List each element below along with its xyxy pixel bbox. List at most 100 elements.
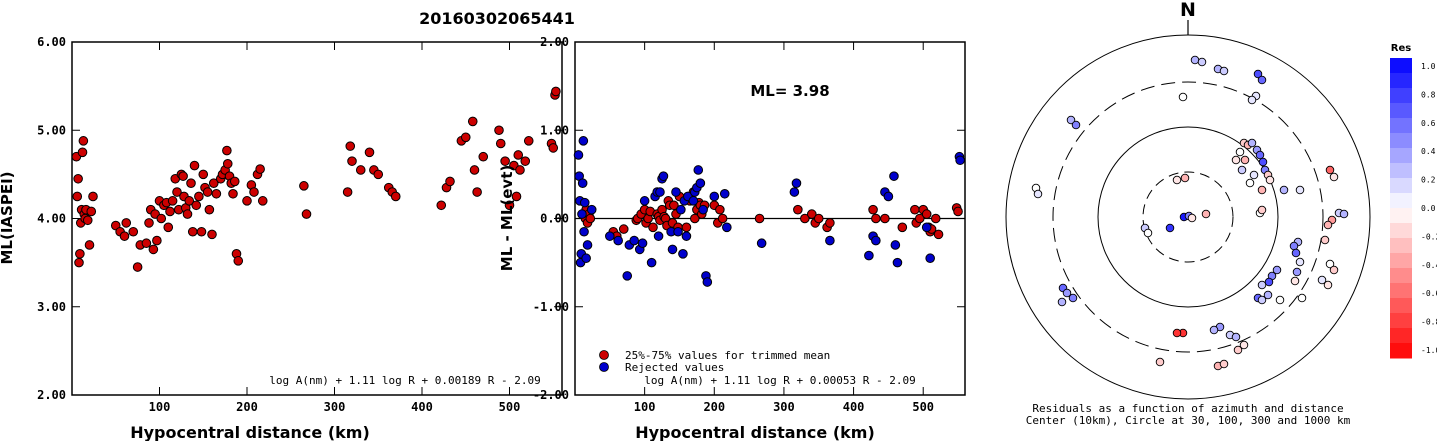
rejected-point: [582, 240, 593, 250]
station-marker: [1033, 189, 1043, 199]
station-marker: [1317, 275, 1327, 285]
ml-y-axis-label: ML(IASPEI): [0, 171, 16, 264]
ml-data-point: [78, 136, 89, 146]
ml-xtick-label: 300: [324, 400, 346, 414]
colorbar-swatch: [1390, 223, 1412, 239]
station-marker: [1219, 66, 1229, 76]
colorbar-label: 0.4: [1421, 147, 1436, 156]
trimmed-point: [806, 209, 817, 219]
rejected-point: [639, 196, 650, 206]
rejected-point: [655, 187, 665, 197]
station-marker: [1323, 220, 1333, 230]
ml-data-point: [86, 206, 97, 217]
ml-xtick-label: 200: [236, 400, 258, 414]
residual-scatter-panel: ML - ML(evt) Hypocentral distance (km) M…: [498, 35, 966, 441]
station-marker: [1071, 120, 1081, 130]
station-marker: [1291, 248, 1301, 258]
station-marker: [1233, 345, 1243, 355]
rejected-point: [577, 209, 587, 219]
ml-data-point: [184, 196, 195, 206]
station-marker: [1068, 293, 1078, 303]
station-marker: [1258, 157, 1268, 167]
ml-data-point: [373, 169, 384, 180]
rejected-point: [579, 226, 589, 237]
station-marker: [1187, 213, 1197, 223]
ml-data-point: [84, 240, 95, 250]
ml-data-point: [182, 209, 193, 219]
ml-data-point: [72, 191, 83, 202]
station-marker: [1257, 295, 1267, 305]
ml-xtick-label: 500: [499, 400, 521, 414]
ml-data-point: [511, 191, 522, 202]
rejected-point: [791, 178, 802, 188]
ml-annotation: ML= 3.98: [750, 82, 829, 100]
rejected-point: [892, 257, 903, 268]
station-marker: [1257, 280, 1267, 290]
ml-data-point: [163, 222, 174, 233]
ml-data-point: [233, 256, 244, 266]
ring-1000km: [1005, 34, 1371, 400]
ml-data-point: [156, 213, 167, 224]
ml-data-point: [194, 191, 204, 202]
ml-data-point: [121, 218, 132, 228]
north-label: N: [1180, 0, 1196, 21]
ml-data-point: [255, 164, 265, 174]
ml-data-point: [202, 187, 213, 197]
colorbar-swatch: [1390, 163, 1412, 179]
ml-data-point: [445, 176, 455, 187]
rejected-point: [622, 271, 633, 281]
ml-data-point: [342, 187, 353, 197]
residual-xtick-label: 500: [912, 400, 934, 414]
ml-data-point: [128, 226, 139, 237]
ml-data-point: [551, 86, 561, 97]
trimmed-point: [825, 218, 835, 228]
rejected-point: [579, 197, 590, 208]
colorbar-swatch: [1390, 103, 1412, 119]
legend-trimmed-marker: [599, 350, 609, 360]
rejected-point: [573, 150, 584, 160]
station-marker: [1257, 75, 1267, 85]
rejected-point: [719, 188, 730, 199]
ml-plot-frame: [71, 41, 563, 396]
station-marker: [1264, 277, 1274, 287]
ml-data-point: [249, 187, 259, 197]
figure-title: 20160302065441: [419, 9, 575, 28]
station-marker: [1219, 359, 1229, 369]
rejected-point: [637, 238, 648, 249]
station-marker: [1325, 165, 1335, 175]
station-marker: [1325, 259, 1335, 269]
rejected-point: [586, 204, 597, 215]
rejected-point: [871, 235, 881, 246]
ml-data-point: [242, 196, 252, 206]
trimmed-point: [618, 224, 629, 234]
ml-data-point: [186, 178, 196, 188]
rejected-point: [581, 253, 591, 264]
station-marker: [1231, 332, 1241, 342]
residual-ytick-label: 1.00: [540, 123, 569, 137]
ml-data-point: [172, 187, 182, 197]
ml-data-point: [152, 235, 162, 246]
residual-xtick-label: 100: [634, 400, 656, 414]
colorbar-label: -1.0: [1421, 346, 1437, 355]
colorbar-swatch: [1390, 133, 1412, 149]
rejected-point: [698, 204, 708, 215]
ml-data-point: [144, 218, 154, 228]
rejected-point: [667, 244, 678, 255]
station-marker: [1237, 165, 1247, 175]
station-marker: [1295, 257, 1305, 267]
rejected-point: [702, 277, 713, 287]
rejected-point: [613, 235, 623, 246]
ml-ytick-label: 6.00: [37, 35, 66, 49]
station-marker: [1165, 223, 1175, 233]
ml-data-point: [204, 204, 215, 215]
colorbar-swatch: [1390, 238, 1412, 254]
station-marker: [1329, 172, 1339, 182]
ml-data-point: [345, 141, 356, 151]
colorbar-swatch: [1390, 118, 1412, 134]
ml-data-point: [495, 138, 506, 149]
ml-data-point: [301, 209, 312, 219]
ml-ytick-label: 4.00: [37, 212, 66, 226]
ml-data-point: [119, 231, 130, 241]
rejected-point: [756, 238, 767, 249]
station-marker: [1249, 170, 1259, 180]
